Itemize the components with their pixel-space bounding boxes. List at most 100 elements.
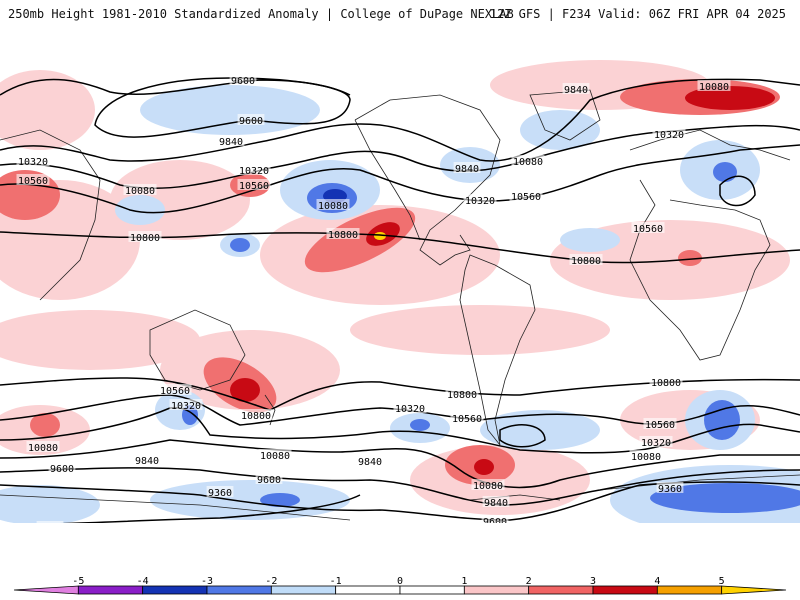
- contour-label-bg: [643, 418, 677, 429]
- colorbar-box: [463, 585, 530, 595]
- contour-label: 10800: [447, 390, 477, 401]
- colorbar-tick-label: -1: [330, 576, 342, 587]
- contour-label-bg: [562, 83, 590, 94]
- colorbar-tick-label: -4: [137, 576, 149, 587]
- colorbar-tick-label: -5: [72, 576, 84, 587]
- contour-label-bg: [511, 155, 545, 166]
- contour-label: 9360: [208, 488, 232, 499]
- contour-label: 9840: [135, 456, 159, 467]
- colorbar-tick-label: 1: [461, 576, 467, 587]
- contour-label: 9600: [483, 517, 507, 523]
- contour-label: 10560: [511, 192, 541, 203]
- contour-label: 9600: [257, 475, 281, 486]
- colorbar-box: [270, 585, 337, 595]
- contour-label-bg: [450, 412, 484, 423]
- contour-label-bg: [237, 179, 271, 190]
- contour-label-bg: [36, 521, 64, 523]
- contour-label: 9840: [358, 457, 382, 468]
- contour-label: 10080: [318, 201, 348, 212]
- anomaly-map: 9600 9600 9840 10320 10560 10080 10320 10560 100…: [0, 40, 800, 523]
- contour-label: 10080: [631, 452, 661, 463]
- colorbar-tick-label: 3: [590, 576, 596, 587]
- colorbar-tick-label: 2: [526, 576, 532, 587]
- colorbar-tick-label: 0: [397, 576, 403, 587]
- contour-label: 10800: [651, 378, 681, 389]
- colorbar-tick-labels: -5 -4 -3 -2 -1 0 1 2 3 4 5: [72, 576, 724, 587]
- contour-label: 9840: [564, 85, 588, 96]
- model-run-info: 12Z GFS | F234 Valid: 06Z FRI APR 04 202…: [489, 7, 786, 21]
- contour-label: 9840: [455, 164, 479, 175]
- contour-label-bg: [697, 80, 731, 91]
- contour-label-bg: [393, 402, 427, 413]
- contour-label-bg: [326, 228, 360, 239]
- contour-label: 10560: [645, 420, 675, 431]
- contour-label-bg: [463, 194, 497, 205]
- contour-label-bg: [26, 441, 60, 452]
- contour-label: 10080: [699, 82, 729, 93]
- contour-label-bg: [445, 388, 479, 399]
- colorbar-box: [335, 585, 401, 595]
- colorbar-box: [13, 585, 79, 595]
- height-contours: [0, 77, 800, 523]
- contour-label-bg: [133, 454, 161, 465]
- colorbar-box: [142, 585, 208, 595]
- contour-label-bg: [509, 190, 543, 201]
- contour-label-bg: [569, 254, 603, 265]
- contour-label-bg: [123, 184, 157, 195]
- contour-label: 9600: [50, 464, 74, 475]
- contour-label-bg: [639, 436, 673, 447]
- contour-label-bg: [237, 114, 265, 125]
- colorbar-tick-label: -2: [265, 576, 277, 587]
- contour-label: 9840: [219, 137, 243, 148]
- contour-label-bg: [16, 174, 50, 185]
- contour-label: 10320: [18, 157, 48, 168]
- contour-label-bg: [656, 482, 684, 493]
- contour-label-bg: [316, 199, 350, 210]
- contour-label-bg: [237, 164, 271, 175]
- colorbar-tick-label: 5: [719, 576, 725, 587]
- colorbar-box: [721, 585, 787, 595]
- contour-label-bg: [629, 450, 663, 461]
- contour-label-bg: [158, 384, 192, 395]
- colorbar-box: [528, 585, 594, 595]
- contour-label: 10800: [571, 256, 601, 267]
- contour-label: 10560: [452, 414, 482, 425]
- contour-label: 10800: [328, 230, 358, 241]
- contour-label: 10080: [473, 481, 503, 492]
- contour-label: 9840: [484, 498, 508, 509]
- contour-label: 10560: [633, 224, 663, 235]
- contour-label: 10560: [239, 181, 269, 192]
- colorbar-tick-label: 4: [654, 576, 660, 587]
- contour-label: 10080: [513, 157, 543, 168]
- contour-label: 9600: [239, 116, 263, 127]
- contour-label: 10560: [160, 386, 190, 397]
- contour-label: 10320: [641, 438, 671, 449]
- contour-label-bg: [217, 135, 245, 146]
- contour-label-bg: [481, 515, 509, 523]
- contour-label-bg: [239, 409, 273, 420]
- contour-label-bg: [482, 496, 510, 507]
- colorbar-boxes: [13, 585, 787, 595]
- contour-label-bg: [229, 74, 257, 85]
- contour-label-bg: [356, 455, 384, 466]
- contour-label-bg: [206, 486, 234, 497]
- contour-label: 10320: [395, 404, 425, 415]
- colorbar-box: [77, 585, 144, 595]
- contour-label: 9360: [658, 484, 682, 495]
- contour-label: 10080: [28, 443, 58, 454]
- contour-label-bg: [453, 162, 481, 173]
- map-title: 250mb Height 1981-2010 Standardized Anom…: [8, 7, 514, 21]
- contour-label: 10560: [18, 176, 48, 187]
- contour-label-bg: [255, 473, 283, 484]
- contour-label-bg: [16, 155, 50, 166]
- contour-label-bg: [48, 462, 76, 473]
- colorbar-tick-label: -3: [201, 576, 213, 587]
- contour-label-bg: [471, 479, 505, 490]
- contour-label: 10320: [465, 196, 495, 207]
- colorbar: -5 -4 -3 -2 -1 0 1 2 3 4 5: [13, 576, 787, 595]
- contour-label: 10320: [239, 166, 269, 177]
- contour-label: 10320: [171, 401, 201, 412]
- contour-label: 9600: [231, 76, 255, 87]
- contour-label-bg: [631, 222, 665, 233]
- contour-label-bg: [652, 128, 686, 139]
